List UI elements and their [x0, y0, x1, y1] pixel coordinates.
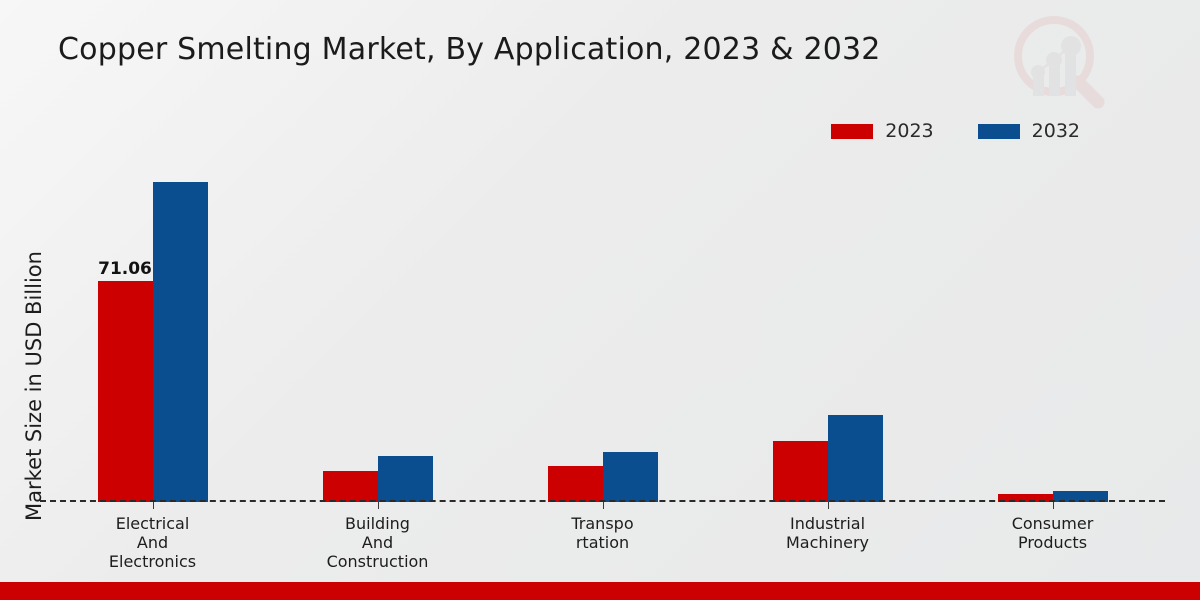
bar-group-0: 71.06 [63, 160, 243, 502]
x-tick-label-0: Electrical And Electronics [63, 502, 243, 572]
x-tick-label-4: Consumer Products [963, 502, 1143, 572]
chart-legend: 2023 2032 [831, 120, 1080, 142]
bar-2032-1[interactable] [377, 456, 433, 502]
y-axis-title-wrap: Market Size in USD Billion [0, 210, 46, 570]
x-tick-label-1: Building And Construction [288, 502, 468, 572]
bar-group-3 [738, 160, 918, 502]
legend-swatch-2023-icon [831, 123, 874, 139]
x-tick-label-4-line-0: Consumer [1011, 514, 1094, 533]
plot-area: 71.06 [40, 160, 1165, 502]
watermark-logo [1002, 8, 1112, 113]
bar-group-2 [513, 160, 693, 502]
bar-group-4 [963, 160, 1143, 502]
bar-value-label-0: 71.06 [98, 259, 152, 280]
bar-group-1 [288, 160, 468, 502]
x-tick-label-3-line-0: Industrial [789, 514, 866, 533]
bar-2032-4[interactable] [1052, 490, 1108, 502]
chart-title: Copper Smelting Market, By Application, … [58, 32, 881, 67]
x-tick-label-0-line-1: And [136, 533, 169, 552]
x-tick-label-0-line-0: Electrical [115, 514, 190, 533]
x-tick-label-1-line-0: Building [345, 514, 410, 533]
x-tick-label-2-line-0: Transpo [571, 514, 634, 533]
x-tick-mark-0 [152, 502, 154, 509]
x-axis-categories: Electrical And Electronics Building And … [40, 502, 1165, 572]
x-tick-label-1-line-1: And [361, 533, 394, 552]
x-tick-mark-2 [602, 502, 604, 509]
bar-2023-2[interactable] [547, 465, 603, 502]
footer-accent-bar [0, 582, 1200, 600]
bar-2032-3[interactable] [827, 414, 883, 502]
bar-2023-4[interactable] [997, 493, 1053, 502]
x-tick-label-3: Industrial Machinery [738, 502, 918, 572]
bar-2023-1[interactable] [322, 470, 378, 502]
bar-2032-0[interactable] [152, 182, 208, 502]
legend-label-2023: 2023 [885, 120, 934, 142]
legend-item-2032[interactable]: 2032 [977, 120, 1080, 142]
x-axis-baseline [40, 500, 1165, 502]
x-tick-label-4-line-1: Products [1017, 533, 1088, 552]
x-tick-label-2-line-1: rtation [575, 533, 630, 552]
x-tick-label-2: Transpo rtation [513, 502, 693, 572]
x-tick-mark-1 [377, 502, 379, 509]
legend-label-2032: 2032 [1031, 120, 1080, 142]
bar-2032-2[interactable] [602, 452, 658, 502]
x-tick-label-0-line-2: Electronics [108, 552, 197, 571]
bar-2023-3[interactable] [772, 441, 828, 502]
x-tick-label-3-line-1: Machinery [785, 533, 870, 552]
x-tick-mark-3 [827, 502, 829, 509]
x-tick-mark-4 [1052, 502, 1054, 509]
legend-item-2023[interactable]: 2023 [831, 120, 934, 142]
legend-swatch-2032-icon [977, 123, 1020, 139]
bar-2023-0[interactable]: 71.06 [97, 259, 153, 502]
x-tick-label-1-line-2: Construction [326, 552, 429, 571]
bar-groups: 71.06 [40, 160, 1165, 502]
